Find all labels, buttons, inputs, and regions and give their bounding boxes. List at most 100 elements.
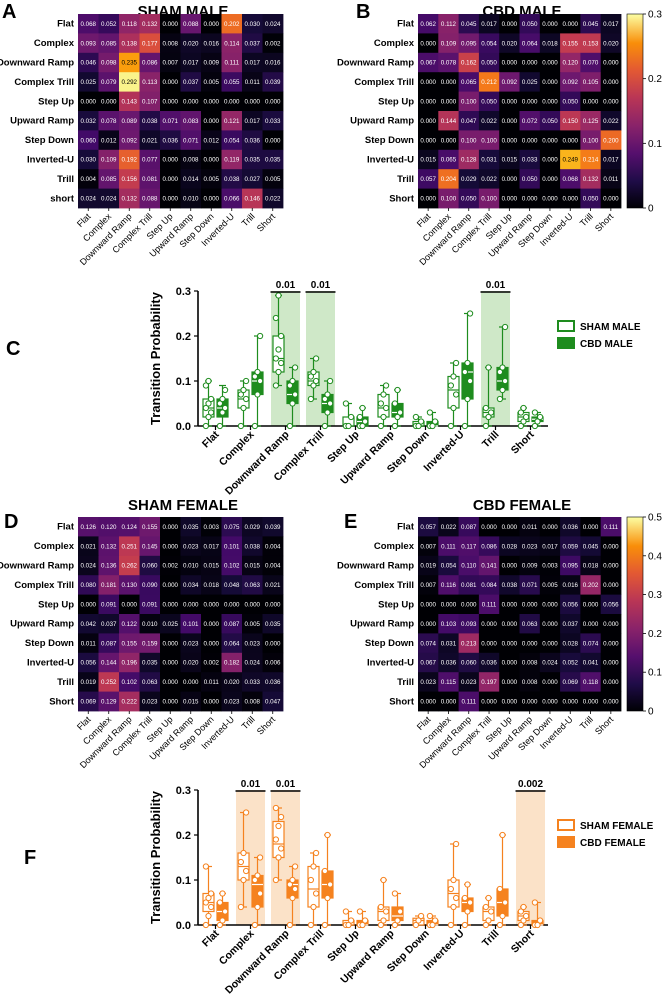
heatmap-cell bbox=[418, 691, 439, 712]
data-point bbox=[313, 355, 320, 362]
heatmap-cell-value: 0.021 bbox=[142, 137, 158, 144]
heatmap-cell bbox=[600, 555, 622, 576]
data-point bbox=[464, 395, 471, 403]
heatmap-cell bbox=[600, 188, 622, 209]
heatmap-cell-value: 0.000 bbox=[502, 99, 518, 106]
heatmap-cell bbox=[438, 149, 459, 170]
heatmap-cell bbox=[139, 594, 161, 615]
x-tick-label-flat: Flat bbox=[200, 428, 222, 450]
row-label-step-up: Step Up bbox=[38, 96, 74, 107]
data-point bbox=[278, 813, 285, 821]
heatmap-cell-value: 0.124 bbox=[122, 524, 138, 531]
heatmap-cell-value: 0.129 bbox=[101, 699, 117, 706]
heatmap-cell bbox=[180, 188, 202, 209]
heatmap-cell-value: 0.054 bbox=[481, 40, 497, 47]
data-point bbox=[380, 391, 387, 398]
heatmap-cell-value: 0.204 bbox=[441, 176, 457, 183]
heatmap-cell bbox=[242, 594, 263, 615]
heatmap-cell bbox=[262, 33, 284, 54]
data-point bbox=[534, 921, 541, 929]
heatmap-cell-value: 0.060 bbox=[142, 563, 158, 570]
heatmap-cell-value: 0.036 bbox=[563, 524, 579, 531]
data-point bbox=[499, 912, 506, 920]
significance-label: 0.002 bbox=[518, 779, 543, 790]
heatmap-cell-value: 0.000 bbox=[522, 137, 538, 144]
heatmap-cell bbox=[221, 72, 243, 92]
data-point bbox=[289, 894, 296, 902]
heatmap-cell-value: 0.000 bbox=[603, 543, 619, 550]
heatmap-cell-value: 0.005 bbox=[542, 582, 558, 589]
heatmap-cell bbox=[180, 130, 202, 151]
data-point bbox=[208, 409, 215, 416]
data-point bbox=[286, 921, 293, 929]
heatmap-cell bbox=[201, 575, 222, 595]
heatmap-cell bbox=[242, 111, 263, 131]
heatmap-cell bbox=[160, 111, 181, 131]
heatmap-cell-value: 0.000 bbox=[502, 524, 518, 531]
data-point bbox=[447, 382, 454, 389]
data-point bbox=[537, 413, 544, 421]
heatmap-cell bbox=[519, 33, 541, 54]
heatmap-cell-value: 0.200 bbox=[603, 137, 619, 144]
box-complex-trill-cbd-female bbox=[321, 831, 334, 929]
heatmap-cell bbox=[221, 691, 243, 712]
heatmap-cell-value: 0.000 bbox=[542, 60, 558, 67]
heatmap-cell bbox=[139, 652, 161, 673]
heatmap-cell bbox=[221, 149, 243, 170]
heatmap-cell bbox=[560, 652, 581, 673]
heatmap-cell-value: 0.089 bbox=[122, 118, 138, 125]
heatmap-cell bbox=[580, 130, 602, 151]
heatmap-cell-value: 0.025 bbox=[81, 79, 97, 86]
heatmap-cell-value: 0.095 bbox=[461, 40, 477, 47]
heatmap-cell-value: 0.002 bbox=[265, 40, 281, 47]
heatmap-cell-value: 0.017 bbox=[603, 21, 619, 28]
data-point bbox=[432, 418, 439, 425]
data-point bbox=[359, 921, 366, 929]
heatmap-cell bbox=[499, 169, 520, 189]
heatmap-cell bbox=[98, 691, 120, 712]
heatmap-cell bbox=[221, 33, 243, 54]
heatmap-cell-value: 0.024 bbox=[101, 196, 117, 203]
heatmap-cell bbox=[458, 575, 480, 595]
heatmap-cell-value: 0.000 bbox=[441, 79, 457, 86]
heatmap-cell bbox=[201, 52, 222, 73]
data-point bbox=[461, 894, 468, 902]
heatmap-cell-value: 0.000 bbox=[81, 99, 97, 106]
data-point bbox=[202, 921, 209, 929]
data-point bbox=[272, 836, 279, 843]
box-trill-sham-female bbox=[482, 894, 495, 929]
heatmap-cell bbox=[78, 149, 99, 170]
heatmap-cell-value: 0.052 bbox=[563, 660, 579, 667]
heatmap-cell-value: 0.039 bbox=[265, 524, 281, 531]
heatmap-cell bbox=[580, 614, 602, 634]
heatmap-cell bbox=[139, 575, 161, 595]
heatmap-cell bbox=[458, 652, 480, 673]
heatmap-cell-value: 0.000 bbox=[420, 196, 436, 203]
row-label-step-down: Step Down bbox=[25, 135, 74, 146]
heatmap-cell-value: 0.138 bbox=[122, 40, 138, 47]
heatmap-cell bbox=[201, 614, 222, 634]
data-point bbox=[531, 899, 539, 906]
data-point bbox=[216, 422, 223, 430]
heatmap-cell bbox=[438, 536, 459, 557]
heatmap-cell-value: 0.000 bbox=[502, 602, 518, 609]
y-tick-label: 0.3 bbox=[176, 286, 191, 298]
data-point bbox=[394, 413, 401, 421]
data-point bbox=[397, 409, 404, 416]
heatmap-cell-value: 0.122 bbox=[122, 621, 138, 628]
row-label-inverted-u: Inverted-U bbox=[367, 658, 414, 669]
data-point bbox=[488, 908, 495, 915]
data-point bbox=[391, 890, 398, 897]
data-point bbox=[202, 404, 209, 412]
heatmap-cell bbox=[78, 130, 99, 151]
heatmap-cell-value: 0.064 bbox=[224, 640, 240, 647]
box-upward-ramp-cbd-male bbox=[391, 386, 404, 430]
heatmap-cell bbox=[600, 130, 622, 151]
heatmap-cell-value: 0.000 bbox=[542, 99, 558, 106]
heatmap-cell bbox=[499, 14, 520, 34]
heatmap-cell bbox=[119, 188, 140, 209]
data-point bbox=[467, 310, 474, 317]
heatmap-cell bbox=[600, 672, 622, 692]
heatmap-cell-value: 0.000 bbox=[603, 99, 619, 106]
heatmap-cell bbox=[478, 72, 500, 92]
